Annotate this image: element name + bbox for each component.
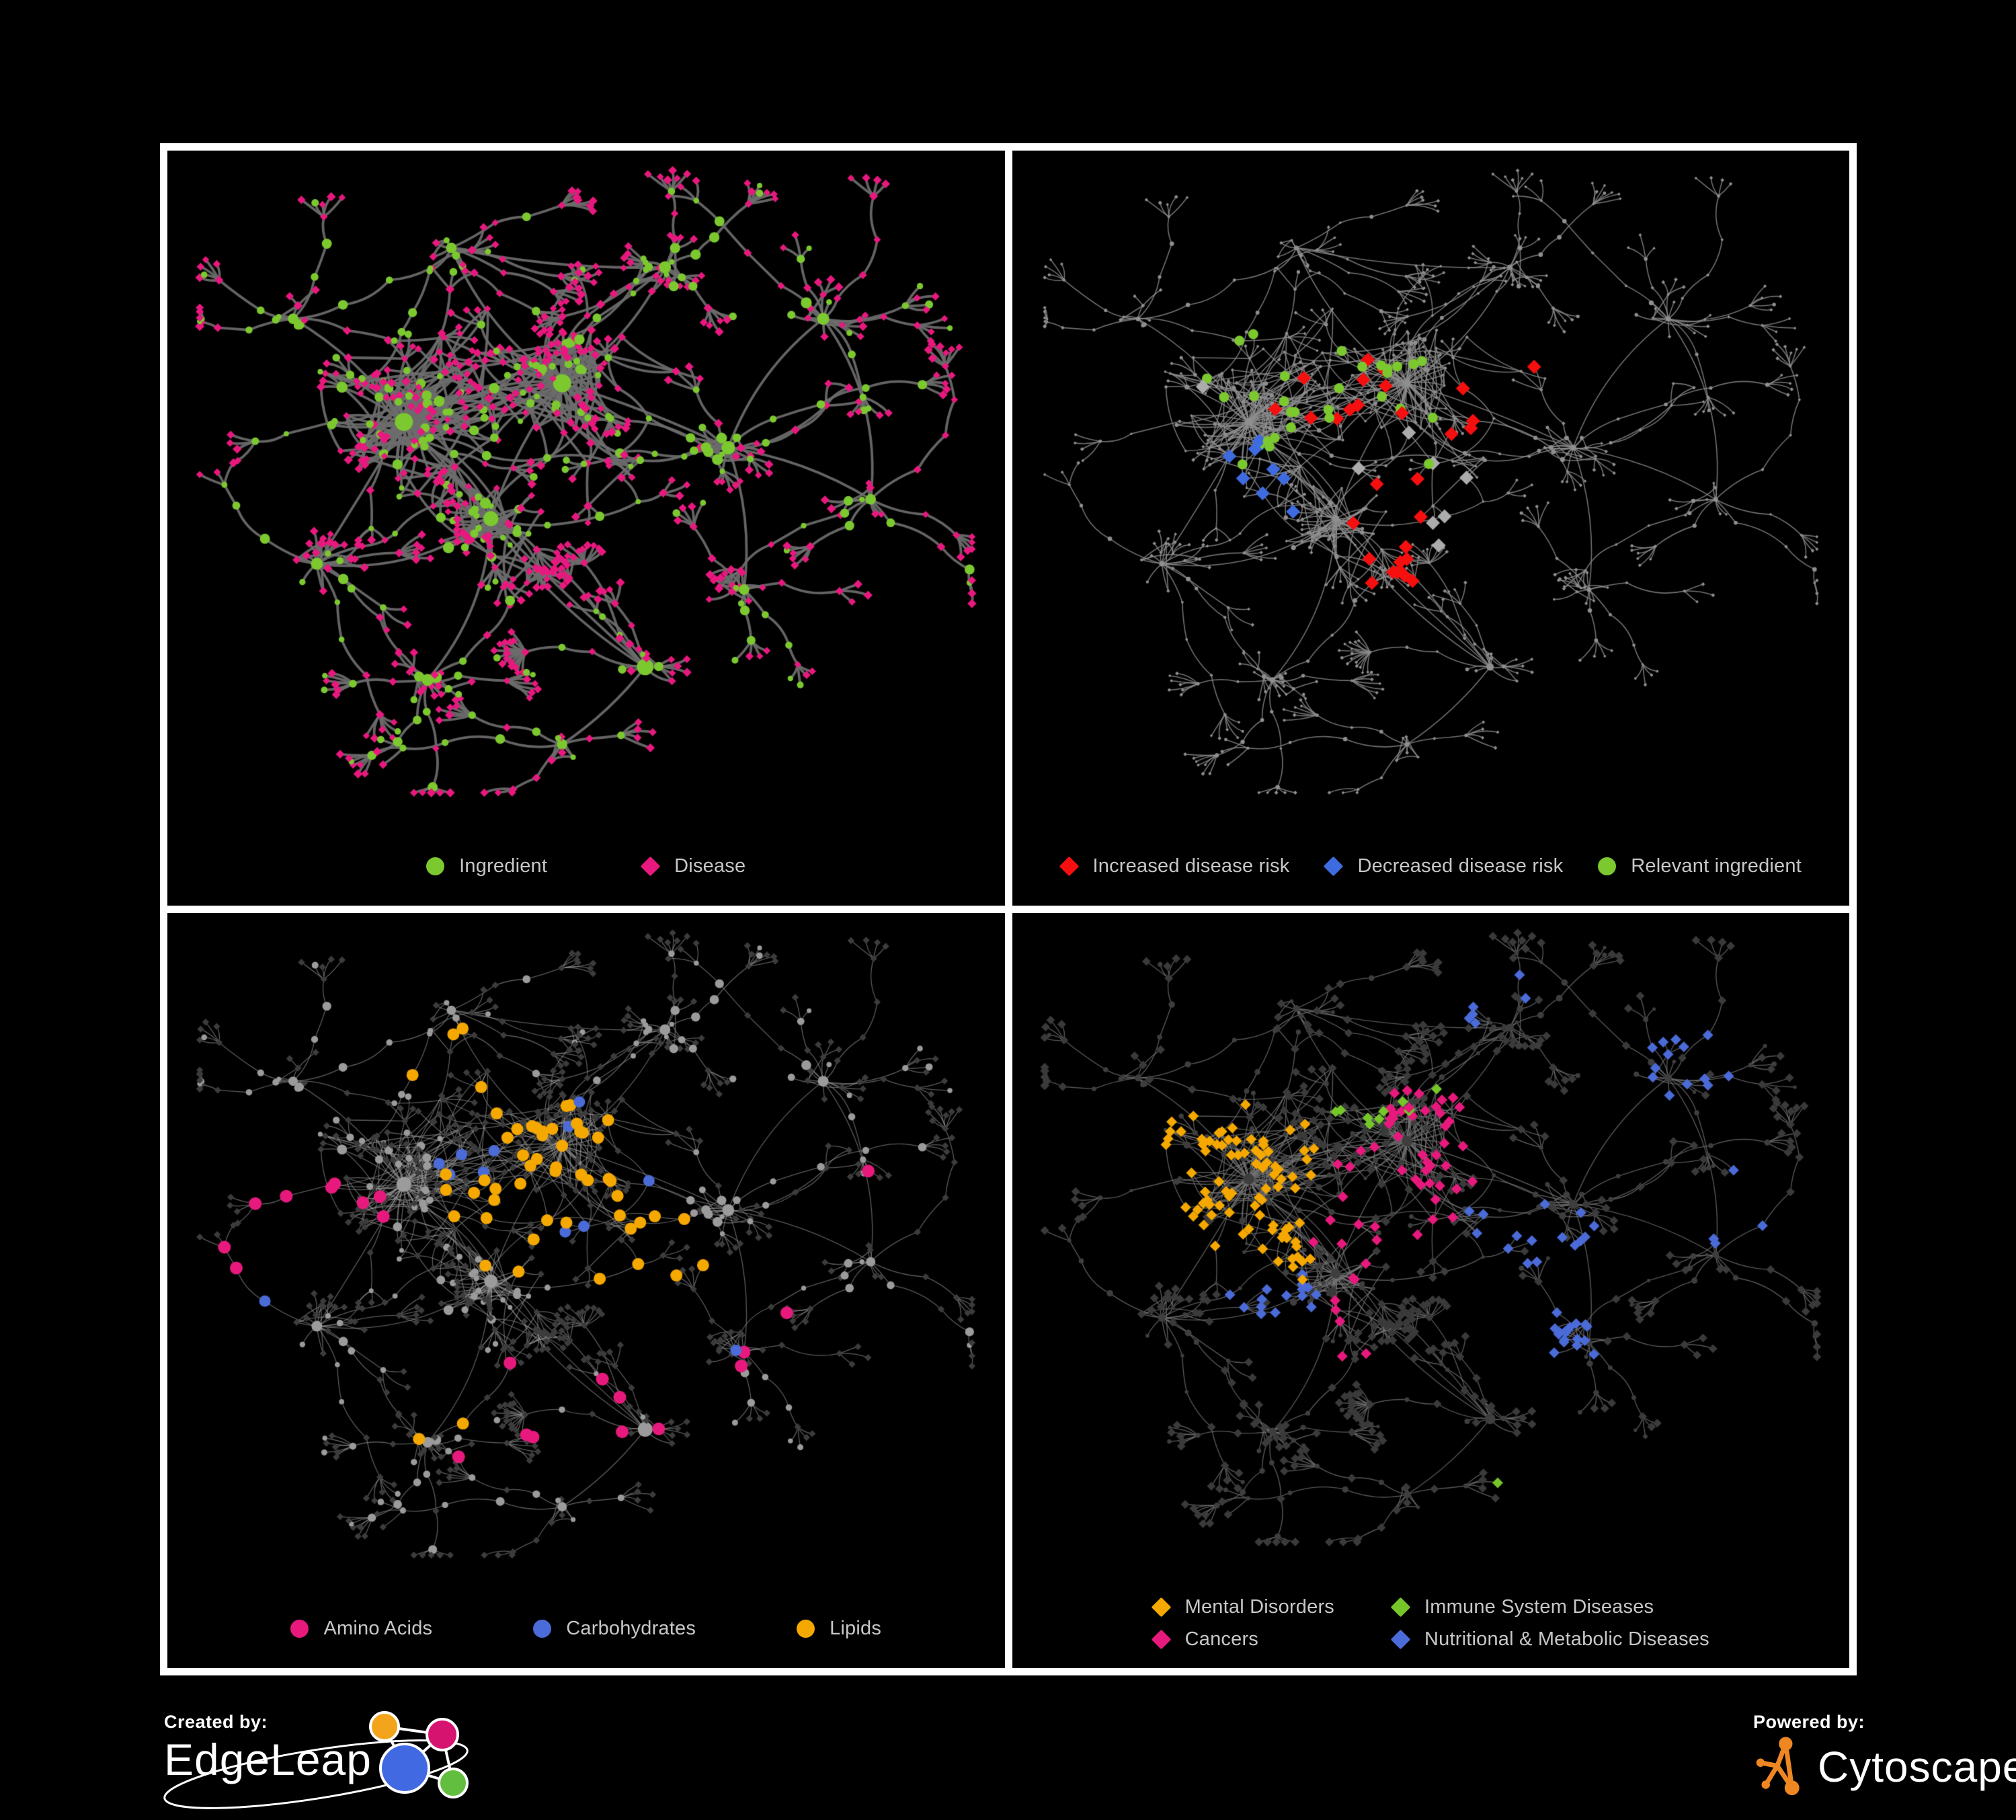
legend-marker-circle <box>426 857 445 875</box>
panel-compound-classes-network: Amino Acids Carbohydrates Lipids <box>167 913 1005 1668</box>
legend-label: Increased disease risk <box>1092 855 1290 877</box>
legend-item: Decreased disease risk <box>1324 855 1563 877</box>
cytoscape-brand: Cytoscape <box>1818 1743 2016 1791</box>
legend-marker-diamond <box>1151 1597 1171 1618</box>
powered-by-label: Powered by: <box>1753 1712 1865 1732</box>
edgeleap-node-orange <box>369 1711 400 1742</box>
edgeleap-logo <box>163 1711 469 1809</box>
legend-item: Mental Disorders <box>1151 1596 1335 1618</box>
legend-item: Carbohydrates <box>533 1618 696 1640</box>
legend-label: Mental Disorders <box>1184 1596 1335 1618</box>
legend-marker-diamond <box>1059 856 1079 877</box>
legend-marker-diamond <box>640 856 661 877</box>
legend-label: Amino Acids <box>323 1618 433 1639</box>
legend-label: Decreased disease risk <box>1357 855 1564 877</box>
legend-marker-diamond <box>1390 1629 1411 1650</box>
cytoscape-node <box>1756 1758 1765 1767</box>
created-by-label: Created by: <box>164 1712 268 1732</box>
network-canvas-disease-risk <box>1012 151 1849 906</box>
legend-disease-risk: Increased disease risk Decreased disease … <box>1012 855 1850 877</box>
panel-disease-risk-network: Increased disease risk Decreased disease … <box>1012 151 1850 906</box>
legend-compound-classes: Amino Acids Carbohydrates Lipids <box>167 1618 1005 1640</box>
legend-marker-diamond <box>1324 856 1344 877</box>
panel-disease-categories-network: Mental Disorders Immune System Diseases Ca… <box>1012 913 1850 1668</box>
cytoscape-brand-row: Cytoscape <box>1753 1735 2016 1798</box>
powered-by-block: Powered by: Cytoscape <box>1753 1712 2016 1806</box>
legend-label: Disease <box>674 855 746 877</box>
legend-label: Nutritional & Metabolic Diseases <box>1424 1628 1709 1650</box>
legend-item: Increased disease risk <box>1059 855 1290 877</box>
legend-disease-categories: Mental Disorders Immune System Diseases Ca… <box>1012 1596 1850 1651</box>
panel-ingredient-disease-network: Ingredient Disease <box>167 151 1005 906</box>
edgeleap-node-green <box>438 1768 469 1798</box>
legend-ingredient-disease: Ingredient Disease <box>167 855 1005 877</box>
legend-marker-diamond <box>1151 1629 1171 1650</box>
legend-item: Ingredient <box>426 855 547 877</box>
cytoscape-node <box>1761 1780 1770 1789</box>
legend-marker-circle <box>797 1620 815 1638</box>
network-canvas-compound-classes <box>167 913 1004 1668</box>
legend-label: Relevant ingredient <box>1631 855 1802 877</box>
cytoscape-node <box>1784 1780 1800 1796</box>
network-canvas-disease-categories <box>1012 913 1849 1668</box>
edgeleap-swoosh <box>163 1739 469 1809</box>
cytoscape-logo <box>1756 1737 1800 1796</box>
legend-item: Relevant ingredient <box>1598 855 1802 877</box>
legend-item: Cancers <box>1151 1628 1334 1651</box>
legend-item: Immune System Diseases <box>1390 1596 1709 1618</box>
legend-item: Disease <box>640 855 746 877</box>
legend-item: Lipids <box>797 1618 881 1640</box>
network-canvas-ingredient-disease <box>167 151 1004 906</box>
legend-marker-diamond <box>1390 1597 1411 1618</box>
edgeleap-brand: EdgeLeap <box>164 1735 372 1784</box>
panel-grid: Ingredient Disease Increased disease risk… <box>160 143 1857 1675</box>
legend-label: Cancers <box>1184 1628 1259 1650</box>
legend-marker-circle <box>1598 857 1617 875</box>
legend-marker-circle <box>533 1620 552 1638</box>
legend-label: Immune System Diseases <box>1424 1596 1654 1618</box>
edgeleap-node-pink <box>426 1718 459 1751</box>
legend-item: Amino Acids <box>290 1618 432 1640</box>
cytoscape-node <box>1779 1737 1793 1751</box>
edgeleap-node-blue <box>379 1743 430 1794</box>
created-by-block: Created by: EdgeLeap <box>163 1711 487 1819</box>
legend-marker-circle <box>290 1620 309 1638</box>
legend-label: Ingredient <box>459 855 548 877</box>
legend-item: Nutritional & Metabolic Diseases <box>1390 1628 1709 1651</box>
legend-label: Lipids <box>830 1618 882 1639</box>
legend-label: Carbohydrates <box>566 1618 696 1639</box>
